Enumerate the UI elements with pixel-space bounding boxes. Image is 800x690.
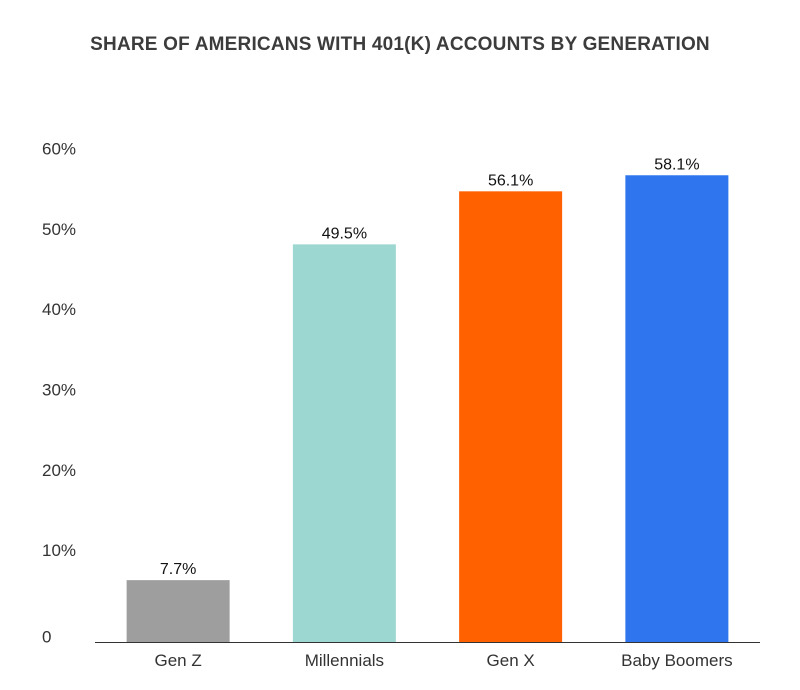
y-tick-label: 30% <box>42 380 76 399</box>
category-label: Baby Boomers <box>621 651 733 670</box>
chart-title: SHARE OF AMERICANS WITH 401(K) ACCOUNTS … <box>90 34 710 55</box>
bar <box>625 175 729 642</box>
y-tick-label: 60% <box>42 139 76 158</box>
y-tick-label: 0 <box>42 627 51 646</box>
bar-value-label: 56.1% <box>488 172 533 189</box>
bar <box>459 191 563 642</box>
bar <box>126 580 230 642</box>
category-label: Gen Z <box>155 651 202 670</box>
bar-value-label: 49.5% <box>322 225 367 242</box>
bar-value-label: 58.1% <box>654 156 699 173</box>
category-label: Millennials <box>305 651 384 670</box>
y-tick-label: 20% <box>42 461 76 480</box>
category-labels-group: Gen Z Millennials Gen X Baby Boomers <box>155 651 733 670</box>
bar-value-label: 7.7% <box>160 561 196 578</box>
bars-group <box>126 175 729 642</box>
bar <box>292 244 396 642</box>
category-label: Gen X <box>487 651 535 670</box>
y-axis-ticks: 0 10% 20% 30% 40% 50% 60% <box>42 139 76 646</box>
data-labels-group: 7.7% 49.5% 56.1% 58.1% <box>160 156 700 578</box>
y-tick-label: 50% <box>42 220 76 239</box>
y-tick-label: 40% <box>42 300 76 319</box>
y-tick-label: 10% <box>42 541 76 560</box>
